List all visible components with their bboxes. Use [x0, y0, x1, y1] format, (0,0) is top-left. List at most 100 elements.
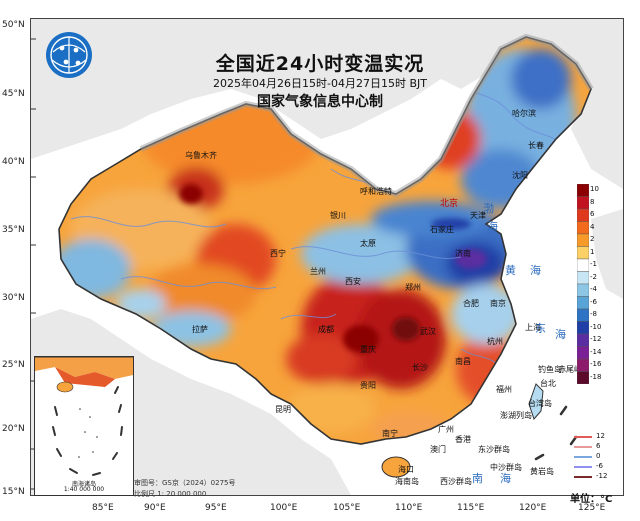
sea-label: 海 [530, 264, 541, 277]
colorbar-tick-label: -1 [590, 260, 597, 269]
lat-label: 25°N [2, 360, 25, 370]
diff-legend-label: -6 [596, 462, 603, 470]
colorbar-tick-label: -16 [590, 360, 602, 369]
city-label: 银川 [330, 211, 346, 220]
city-label: 长春 [528, 141, 544, 150]
city-label: 呼和浩特 [360, 187, 392, 196]
lat-label: 15°N [2, 487, 25, 497]
city-label: 昆明 [275, 405, 291, 414]
map-scale: 比例尺 1: 20 000 000 [134, 490, 207, 498]
inset-map [35, 357, 133, 495]
city-label: 黄岩岛 [530, 467, 554, 476]
lat-label: 35°N [2, 225, 25, 235]
city-label: 上海 [525, 323, 541, 332]
city-label: 合肥 [463, 299, 479, 308]
city-label: 澎湖列岛 [500, 411, 532, 420]
colorbar-tick-label: -10 [590, 322, 602, 331]
diff-legend-label: 0 [596, 452, 601, 460]
city-label: 武汉 [420, 327, 436, 336]
lat-label: 40°N [2, 157, 25, 167]
lon-label: 90°E [144, 503, 166, 513]
colorbar-tick-label: -4 [590, 285, 597, 294]
title-block: 全国近24小时变温实况 2025年04月26日15时-04月27日15时 BJT… [205, 52, 435, 112]
city-label: 福州 [496, 385, 512, 394]
map-title: 全国近24小时变温实况 [215, 53, 425, 75]
city-label: 广州 [438, 425, 454, 434]
sea-label: 黄 [505, 264, 516, 277]
colorbar-tick-label: 1 [590, 247, 595, 256]
city-label: 贵阳 [360, 381, 376, 390]
city-label: 成都 [318, 325, 334, 334]
colorbar-swatch [577, 371, 589, 384]
diff-legend-line [574, 446, 592, 448]
agency-label: 国家气象信息中心制 [257, 94, 383, 110]
city-label: 石家庄 [430, 225, 454, 234]
city-label: 南宁 [382, 429, 398, 438]
diff-legend-line [574, 476, 592, 478]
map-subtitle: 2025年04月26日15时-04月27日15时 BJT [213, 77, 427, 90]
temperature-colorbar [577, 184, 589, 384]
inset-scale: 1:40 000 000 [63, 486, 105, 493]
lat-label: 30°N [2, 293, 25, 303]
sea-label: 渤 [483, 202, 494, 215]
city-label: 兰州 [310, 267, 326, 276]
colorbar-tick-label: -2 [590, 272, 597, 281]
city-label: 天津 [470, 211, 486, 220]
lon-label: 105°E [333, 503, 361, 513]
inset-title: 南海诸岛 [71, 481, 96, 488]
city-label: 沈阳 [512, 171, 528, 180]
colorbar-swatch [577, 246, 589, 260]
city-label: 太原 [360, 239, 376, 248]
diff-legend-label: 6 [596, 442, 601, 450]
south-china-sea-inset: 南海诸岛 1:40 000 000 [34, 356, 134, 496]
city-label: 拉萨 [192, 325, 208, 334]
colorbar-swatch [577, 184, 589, 197]
city-label: 哈尔滨 [512, 109, 536, 118]
city-label: 北京 [440, 199, 459, 209]
lon-label: 100°E [270, 503, 298, 513]
city-label: 南京 [490, 299, 506, 308]
lon-label: 110°E [395, 503, 423, 513]
city-label: 重庆 [360, 345, 376, 354]
city-label: 长沙 [412, 363, 428, 372]
diff-legend-line [574, 466, 592, 468]
approval-block: 审图号：GS京（2024）0275号 比例尺 1: 20 000 000 [134, 478, 236, 500]
city-label: 南昌 [455, 357, 471, 366]
city-label: 钓鱼岛 [538, 365, 562, 374]
city-label: 中沙群岛 [490, 463, 522, 472]
city-label: 赤尾屿 [558, 365, 582, 374]
lat-label: 20°N [2, 424, 25, 434]
colorbar-tick-label: 10 [590, 185, 599, 194]
map-approval-number: 审图号：GS京（2024）0275号 [134, 479, 236, 487]
sea-label: 南 [472, 472, 483, 485]
colorbar-swatch [577, 346, 589, 360]
sea-label: 海 [500, 472, 511, 485]
colorbar-tick-label: -8 [590, 310, 597, 319]
colorbar-tick-label: 4 [590, 222, 595, 231]
lat-label: 45°N [2, 89, 25, 99]
city-label: 东沙群岛 [478, 445, 510, 454]
colorbar-swatch [577, 196, 589, 210]
lon-label: 95°E [205, 503, 227, 513]
lon-label: 125°E [578, 503, 606, 513]
cma-logo-icon [46, 32, 92, 78]
city-label: 海口 [398, 465, 414, 474]
diff-legend-line [574, 456, 592, 458]
colorbar-swatch [577, 258, 589, 272]
colorbar-tick-label: 8 [590, 197, 595, 206]
colorbar-tick-label: -6 [590, 297, 597, 306]
city-label: 台北 [540, 379, 556, 388]
colorbar-tick-label: -18 [590, 372, 602, 381]
colorbar-swatch [577, 333, 589, 347]
city-label: 香港 [455, 435, 471, 444]
colorbar-swatch [577, 296, 589, 310]
diff-legend-label: -12 [596, 472, 608, 480]
colorbar-swatch [577, 321, 589, 335]
colorbar-swatch [577, 233, 589, 247]
colorbar-swatch [577, 283, 589, 297]
city-label: 台湾岛 [528, 399, 552, 408]
city-label: 乌鲁木齐 [185, 151, 217, 160]
lon-label: 120°E [519, 503, 547, 513]
city-label: 西安 [345, 277, 361, 286]
lat-label: 50°N [2, 20, 25, 30]
